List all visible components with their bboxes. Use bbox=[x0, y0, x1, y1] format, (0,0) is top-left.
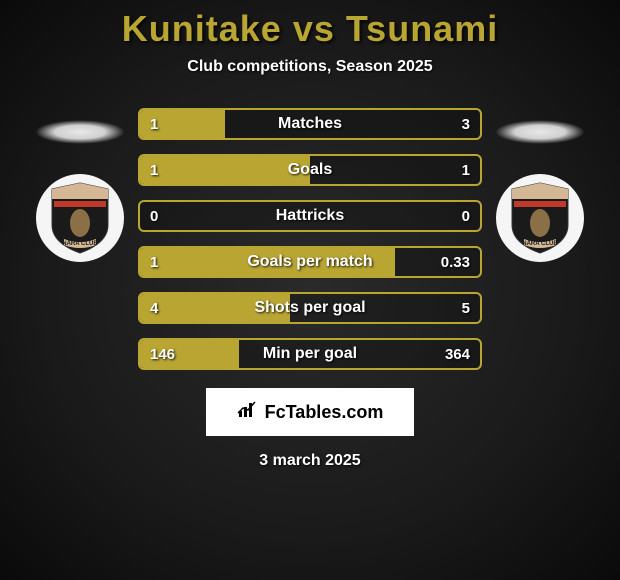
stat-value-right: 0.33 bbox=[441, 248, 470, 276]
stat-label: Goals bbox=[140, 156, 480, 184]
stat-value-right: 1 bbox=[462, 156, 470, 184]
player-left-column: NARA CLUB bbox=[30, 108, 130, 262]
source-badge: FcTables.com bbox=[206, 388, 414, 436]
chart-icon bbox=[237, 399, 259, 425]
club-badge-right: NARA CLUB bbox=[496, 174, 584, 262]
stat-value-right: 0 bbox=[462, 202, 470, 230]
stat-value-right: 364 bbox=[445, 340, 470, 368]
stat-bar: 1Goals1 bbox=[138, 154, 482, 186]
stat-value-right: 3 bbox=[462, 110, 470, 138]
date-text: 3 march 2025 bbox=[0, 452, 620, 470]
main-area: NARA CLUB 1Matches31Goals10Hattricks01Go… bbox=[0, 108, 620, 370]
club-badge-left: NARA CLUB bbox=[36, 174, 124, 262]
player-shadow-right bbox=[495, 120, 585, 144]
svg-text:NARA CLUB: NARA CLUB bbox=[62, 241, 98, 247]
stat-label: Hattricks bbox=[140, 202, 480, 230]
infographic-container: Kunitake vs Tsunami Club competitions, S… bbox=[0, 0, 620, 470]
svg-text:NARA CLUB: NARA CLUB bbox=[522, 241, 558, 247]
stat-value-right: 5 bbox=[462, 294, 470, 322]
stat-bar: 0Hattricks0 bbox=[138, 200, 482, 232]
player-right-column: NARA CLUB bbox=[490, 108, 590, 262]
stat-label: Shots per goal bbox=[140, 294, 480, 322]
stat-label: Matches bbox=[140, 110, 480, 138]
stat-label: Goals per match bbox=[140, 248, 480, 276]
stats-column: 1Matches31Goals10Hattricks01Goals per ma… bbox=[138, 108, 482, 370]
stat-bar: 1Matches3 bbox=[138, 108, 482, 140]
stat-bar: 4Shots per goal5 bbox=[138, 292, 482, 324]
shield-icon: NARA CLUB bbox=[508, 181, 572, 255]
source-text: FcTables.com bbox=[265, 402, 384, 423]
stat-bar: 1Goals per match0.33 bbox=[138, 246, 482, 278]
shield-icon: NARA CLUB bbox=[48, 181, 112, 255]
stat-bar: 146Min per goal364 bbox=[138, 338, 482, 370]
page-title: Kunitake vs Tsunami bbox=[0, 8, 620, 50]
player-shadow-left bbox=[35, 120, 125, 144]
stat-label: Min per goal bbox=[140, 340, 480, 368]
subtitle: Club competitions, Season 2025 bbox=[0, 58, 620, 76]
